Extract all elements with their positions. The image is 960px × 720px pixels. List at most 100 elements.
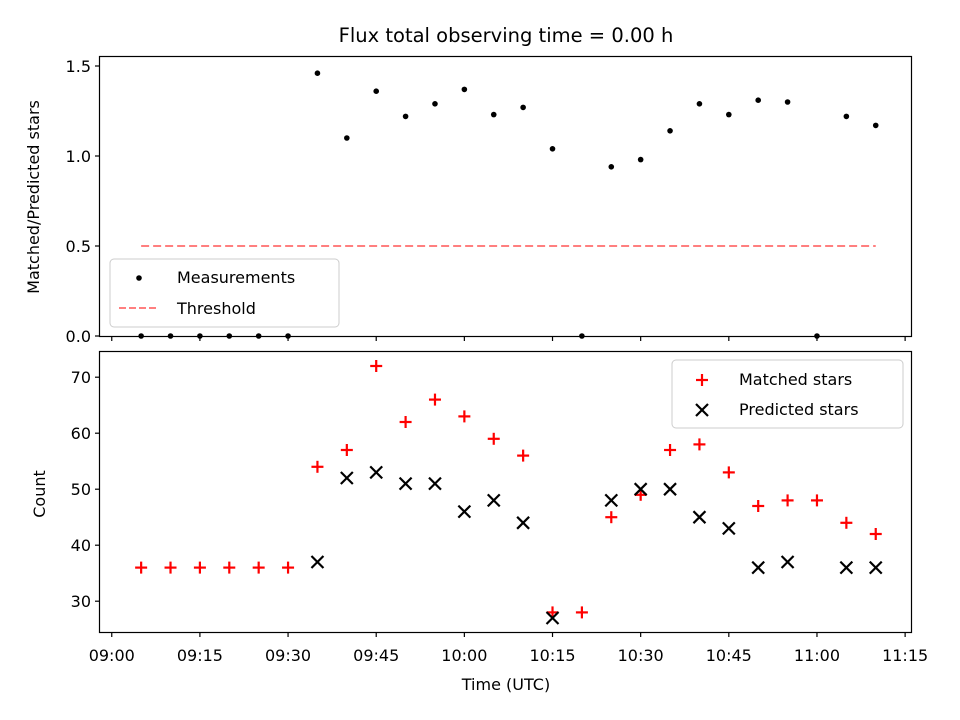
- legend-label-measurements: Measurements: [177, 268, 295, 287]
- matched-star-point: [693, 438, 706, 451]
- chart-title: Flux total observing time = 0.00 h: [339, 24, 674, 47]
- legend-marker-predicted-stars: [695, 403, 709, 417]
- ratio-plot-area: 0.0 0.5 1.0 1.5: [66, 57, 906, 346]
- count-x-tick-label: 11:15: [882, 646, 928, 665]
- matched-star-point: [810, 494, 823, 507]
- matched-star-point: [311, 460, 324, 473]
- predicted-star-point: [516, 516, 530, 530]
- matched-star-point: [487, 432, 500, 445]
- predicted-star-point: [868, 560, 883, 575]
- measurement-point: [344, 135, 350, 141]
- measurement-point: [314, 70, 321, 76]
- ratio-legend: Measurements Threshold: [109, 258, 340, 328]
- predicted-star-point: [398, 476, 413, 491]
- ratio-axes-frame: [98, 55, 913, 338]
- predicted-star-point: [457, 504, 472, 519]
- measurement-point: [637, 156, 644, 163]
- ratio-y-tick-label: 1.5: [66, 57, 91, 76]
- measurement-point: [696, 101, 703, 107]
- predicted-star-point: [839, 560, 854, 575]
- count-x-tick-label: 09:15: [177, 646, 223, 665]
- measurement-point: [432, 101, 438, 107]
- count-plot-area: 30 40 50 60 70 09:00 09:15 09:30 09:45 10:00 10:15…: [71, 360, 928, 665]
- predicted-star-point: [663, 482, 677, 496]
- legend-label-matched-stars: Matched stars: [739, 370, 852, 389]
- count-y-tick-label: 60: [71, 424, 91, 443]
- matched-star-point: [575, 606, 588, 619]
- ratio-y-tick-label: 0.0: [66, 327, 91, 346]
- matched-star-point: [164, 561, 177, 574]
- matched-star-point: [517, 449, 530, 462]
- matched-star-point: [634, 488, 647, 501]
- measurement-point: [402, 113, 409, 120]
- count-y-tick-label: 70: [71, 368, 91, 387]
- legend-label-threshold: Threshold: [176, 299, 256, 318]
- count-legend-box: [671, 359, 904, 429]
- count-panel: Count Time (UTC) 30 40 50 60 70 09:00 09:15 09:…: [30, 350, 928, 694]
- count-x-tick-label: 11:00: [794, 646, 840, 665]
- predicted-star-point: [722, 521, 736, 536]
- count-y-tick-label: 50: [71, 480, 91, 499]
- predicted-star-point: [369, 465, 383, 480]
- matched-star-point: [135, 561, 148, 574]
- matched-star-point: [399, 416, 412, 428]
- measurement-point: [755, 97, 762, 103]
- measurement-point: [373, 88, 380, 94]
- legend-marker-matched-stars: [696, 374, 708, 386]
- predicted-star-point: [545, 611, 560, 625]
- matched-star-point: [282, 561, 295, 574]
- ratio-legend-box: [109, 258, 340, 328]
- count-x-tick-label: 10:30: [618, 646, 664, 665]
- count-x-tick-label: 10:45: [706, 646, 752, 665]
- matched-star-point: [428, 393, 441, 406]
- legend-label-predicted-stars: Predicted stars: [739, 400, 859, 419]
- ratio-y-axis-label: Matched/Predicted stars: [24, 100, 43, 294]
- measurement-point: [490, 111, 497, 118]
- count-y-tick-label: 30: [71, 592, 91, 611]
- predicted-star-point: [428, 476, 442, 491]
- ratio-y-tick-label: 0.5: [66, 237, 91, 256]
- matched-star-point: [252, 561, 265, 574]
- predicted-star-point: [780, 555, 795, 569]
- count-x-tick-label: 09:45: [353, 646, 399, 665]
- matched-star-point: [605, 511, 618, 524]
- predicted-star-point: [604, 493, 619, 508]
- measurement-point: [872, 122, 879, 129]
- predicted-star-point: [340, 471, 354, 485]
- matched-star-point: [370, 360, 383, 372]
- matched-star-point: [340, 444, 353, 456]
- ratio-panel: Flux total observing time = 0.00 h Match…: [24, 24, 913, 346]
- matched-star-point: [458, 410, 471, 423]
- count-y-tick-label: 40: [71, 536, 91, 555]
- measurement-point: [726, 111, 732, 118]
- matched-star-point: [722, 466, 735, 479]
- count-y-axis-label: Count: [30, 470, 49, 518]
- count-x-tick-label: 09:00: [89, 646, 135, 665]
- count-x-tick-label: 09:30: [265, 646, 311, 665]
- count-x-tick-label: 10:00: [441, 646, 487, 665]
- count-axes-frame: [98, 350, 913, 634]
- predicted-star-point: [692, 510, 707, 524]
- x-axis-label: Time (UTC): [461, 675, 550, 694]
- count-x-tick-label: 10:15: [529, 646, 575, 665]
- matched-star-point: [664, 444, 677, 456]
- measurement-point: [667, 128, 673, 134]
- matched-star-point: [781, 494, 794, 507]
- predicted-star-point: [486, 493, 501, 508]
- measurement-point: [843, 113, 850, 120]
- matched-star-point: [223, 561, 236, 574]
- legend-marker-measurements: [136, 275, 142, 281]
- count-legend: Matched stars Predicted stars: [671, 359, 904, 429]
- matched-star-point: [752, 500, 765, 512]
- measurement-point: [461, 86, 468, 93]
- predicted-star-point: [310, 555, 325, 569]
- measurement-point: [549, 146, 556, 152]
- measurement-point: [608, 164, 615, 170]
- matched-star-point: [193, 561, 206, 574]
- predicted-star-point: [633, 482, 648, 496]
- predicted-star-point: [751, 560, 765, 575]
- ratio-y-tick-label: 1.0: [66, 147, 91, 166]
- measurement-point: [784, 99, 791, 105]
- measurement-point: [520, 104, 526, 111]
